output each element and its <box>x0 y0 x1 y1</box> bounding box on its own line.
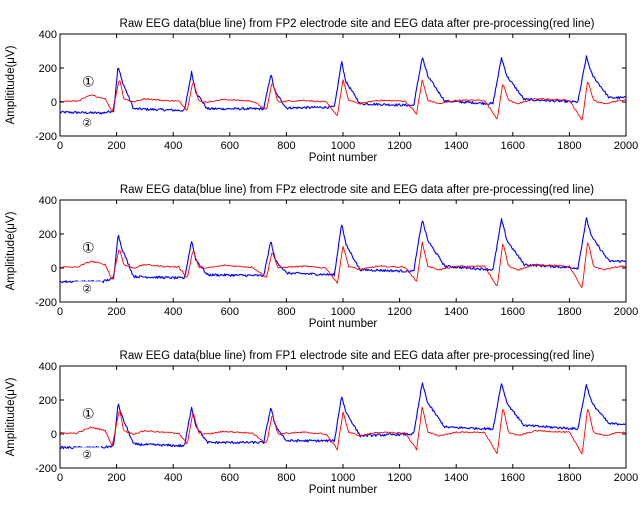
x-tick-label: 600 <box>221 472 239 484</box>
processed-eeg-line <box>60 79 626 121</box>
axes-frame <box>59 33 627 137</box>
x-tick-label: 400 <box>164 306 182 318</box>
y-tick-label: 200 <box>39 395 57 407</box>
x-tick-label: 1000 <box>331 472 355 484</box>
x-tick-label: 1400 <box>444 472 468 484</box>
annotation-2-bg <box>74 281 102 294</box>
y-tick-label: -200 <box>35 131 57 143</box>
x-tick-label: 1600 <box>501 306 525 318</box>
annotation-2: ② <box>82 448 92 461</box>
panel-title: Raw EEG data(blue line) from FP2 electro… <box>120 18 595 30</box>
x-axis-label: Point number <box>309 152 378 164</box>
panel-title: Raw EEG data(blue line) from FP1 electro… <box>120 350 595 362</box>
x-tick-label: 600 <box>221 306 239 318</box>
x-tick-label: 1800 <box>557 472 581 484</box>
x-tick-label: 0 <box>57 140 63 152</box>
y-tick-label: 400 <box>39 361 57 373</box>
x-tick-label: 0 <box>57 306 63 318</box>
y-axis-label: Amplititude(μV) <box>5 211 17 290</box>
x-tick-label: 1000 <box>331 140 355 152</box>
chart-panel-2: Raw EEG data(blue line) from FPz electro… <box>5 184 638 330</box>
y-tick-label: 400 <box>39 29 57 41</box>
x-tick-label: 1600 <box>501 140 525 152</box>
x-tick-label: 1400 <box>444 306 468 318</box>
x-tick-label: 200 <box>107 140 125 152</box>
raw-eeg-line <box>60 55 626 115</box>
x-tick-label: 400 <box>164 140 182 152</box>
axes-frame <box>59 365 627 469</box>
x-tick-label: 1200 <box>387 472 411 484</box>
y-tick-label: 0 <box>51 263 57 275</box>
x-tick-label: 2000 <box>614 140 638 152</box>
x-tick-label: 200 <box>107 306 125 318</box>
x-tick-label: 1400 <box>444 140 468 152</box>
x-tick-label: 600 <box>221 140 239 152</box>
processed-eeg-line <box>60 406 626 455</box>
y-tick-label: 0 <box>51 429 57 441</box>
y-tick-label: 200 <box>39 229 57 241</box>
annotation-2: ② <box>82 116 92 129</box>
processed-eeg-line <box>60 241 626 288</box>
series-group <box>60 55 626 121</box>
annotation-1: ① <box>82 241 95 257</box>
y-tick-label: -200 <box>35 297 57 309</box>
x-tick-label: 2000 <box>614 472 638 484</box>
annotation-2-bg <box>74 115 102 128</box>
x-tick-label: 1800 <box>557 140 581 152</box>
x-tick-label: 200 <box>107 472 125 484</box>
annotation-1: ① <box>82 407 95 423</box>
x-tick-label: 1600 <box>501 472 525 484</box>
raw-eeg-line <box>60 382 626 450</box>
x-tick-label: 1200 <box>387 140 411 152</box>
x-tick-label: 800 <box>277 472 295 484</box>
x-tick-label: 1000 <box>331 306 355 318</box>
x-tick-label: 400 <box>164 472 182 484</box>
series-group <box>60 217 626 288</box>
x-axis-label: Point number <box>309 318 378 330</box>
chart-panel-3: Raw EEG data(blue line) from FP1 electro… <box>5 350 638 496</box>
annotation-2-bg <box>74 447 102 460</box>
y-tick-label: 200 <box>39 63 57 75</box>
y-axis-label: Amplititude(μV) <box>5 45 17 124</box>
y-tick-label: -200 <box>35 463 57 475</box>
annotation-1: ① <box>82 75 95 91</box>
chart-panel-1: Raw EEG data(blue line) from FP2 electro… <box>5 18 638 164</box>
x-tick-label: 0 <box>57 472 63 484</box>
y-tick-label: 0 <box>51 97 57 109</box>
series-group <box>60 382 626 455</box>
annotation-2: ② <box>82 282 92 295</box>
x-axis-label: Point number <box>309 484 378 496</box>
y-tick-label: 400 <box>39 195 57 207</box>
x-tick-label: 1800 <box>557 306 581 318</box>
x-tick-label: 800 <box>277 306 295 318</box>
axes-frame <box>59 199 627 303</box>
x-tick-label: 2000 <box>614 306 638 318</box>
x-tick-label: 800 <box>277 140 295 152</box>
raw-eeg-line <box>60 217 626 284</box>
x-tick-label: 1200 <box>387 306 411 318</box>
y-axis-label: Amplititude(μV) <box>5 377 17 456</box>
panel-title: Raw EEG data(blue line) from FPz electro… <box>120 184 594 196</box>
